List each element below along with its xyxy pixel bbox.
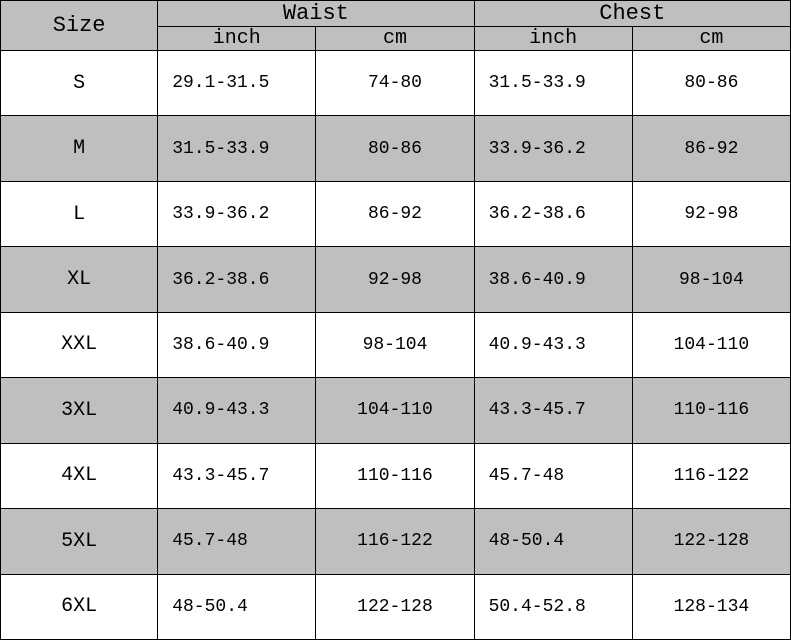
size-chart-container: Size Waist Chest inch cm inch cm S 29.1-… xyxy=(0,0,791,640)
cell-waist-cm: 86-92 xyxy=(316,181,474,246)
cell-chest-inch: 38.6-40.9 xyxy=(474,247,632,312)
cell-waist-inch: 38.6-40.9 xyxy=(158,312,316,377)
cell-chest-inch: 50.4-52.8 xyxy=(474,574,632,640)
header-waist-inch: inch xyxy=(158,27,316,51)
cell-chest-cm: 104-110 xyxy=(632,312,790,377)
header-size: Size xyxy=(1,1,158,51)
cell-chest-cm: 98-104 xyxy=(632,247,790,312)
cell-waist-cm: 74-80 xyxy=(316,51,474,116)
cell-waist-cm: 122-128 xyxy=(316,574,474,640)
size-chart-body: S 29.1-31.5 74-80 31.5-33.9 80-86 M 31.5… xyxy=(1,51,791,640)
cell-waist-cm: 104-110 xyxy=(316,378,474,443)
header-waist-cm: cm xyxy=(316,27,474,51)
cell-size: XL xyxy=(1,247,158,312)
cell-waist-inch: 40.9-43.3 xyxy=(158,378,316,443)
cell-chest-inch: 33.9-36.2 xyxy=(474,116,632,181)
cell-size: XXL xyxy=(1,312,158,377)
table-row: S 29.1-31.5 74-80 31.5-33.9 80-86 xyxy=(1,51,791,116)
header-chest: Chest xyxy=(474,1,790,27)
cell-waist-cm: 110-116 xyxy=(316,443,474,508)
cell-waist-inch: 43.3-45.7 xyxy=(158,443,316,508)
table-row: 4XL 43.3-45.7 110-116 45.7-48 116-122 xyxy=(1,443,791,508)
cell-size: 6XL xyxy=(1,574,158,640)
cell-size: 4XL xyxy=(1,443,158,508)
cell-chest-cm: 92-98 xyxy=(632,181,790,246)
cell-chest-inch: 36.2-38.6 xyxy=(474,181,632,246)
cell-chest-inch: 48-50.4 xyxy=(474,509,632,574)
cell-waist-inch: 45.7-48 xyxy=(158,509,316,574)
cell-chest-cm: 80-86 xyxy=(632,51,790,116)
table-row: 6XL 48-50.4 122-128 50.4-52.8 128-134 xyxy=(1,574,791,640)
cell-chest-inch: 40.9-43.3 xyxy=(474,312,632,377)
cell-size: S xyxy=(1,51,158,116)
cell-chest-cm: 122-128 xyxy=(632,509,790,574)
cell-waist-cm: 80-86 xyxy=(316,116,474,181)
header-waist: Waist xyxy=(158,1,474,27)
cell-waist-inch: 29.1-31.5 xyxy=(158,51,316,116)
header-chest-cm: cm xyxy=(632,27,790,51)
cell-size: 3XL xyxy=(1,378,158,443)
cell-chest-inch: 43.3-45.7 xyxy=(474,378,632,443)
table-row: L 33.9-36.2 86-92 36.2-38.6 92-98 xyxy=(1,181,791,246)
cell-waist-inch: 48-50.4 xyxy=(158,574,316,640)
cell-waist-cm: 116-122 xyxy=(316,509,474,574)
table-row: M 31.5-33.9 80-86 33.9-36.2 86-92 xyxy=(1,116,791,181)
size-chart-table: Size Waist Chest inch cm inch cm S 29.1-… xyxy=(0,0,791,640)
cell-chest-cm: 116-122 xyxy=(632,443,790,508)
cell-chest-inch: 45.7-48 xyxy=(474,443,632,508)
cell-size: M xyxy=(1,116,158,181)
cell-chest-cm: 128-134 xyxy=(632,574,790,640)
cell-waist-cm: 98-104 xyxy=(316,312,474,377)
cell-waist-inch: 31.5-33.9 xyxy=(158,116,316,181)
cell-chest-cm: 110-116 xyxy=(632,378,790,443)
cell-size: L xyxy=(1,181,158,246)
cell-waist-cm: 92-98 xyxy=(316,247,474,312)
table-row: 5XL 45.7-48 116-122 48-50.4 122-128 xyxy=(1,509,791,574)
table-row: 3XL 40.9-43.3 104-110 43.3-45.7 110-116 xyxy=(1,378,791,443)
cell-chest-inch: 31.5-33.9 xyxy=(474,51,632,116)
cell-waist-inch: 36.2-38.6 xyxy=(158,247,316,312)
cell-waist-inch: 33.9-36.2 xyxy=(158,181,316,246)
header-chest-inch: inch xyxy=(474,27,632,51)
cell-size: 5XL xyxy=(1,509,158,574)
table-row: XXL 38.6-40.9 98-104 40.9-43.3 104-110 xyxy=(1,312,791,377)
table-row: XL 36.2-38.6 92-98 38.6-40.9 98-104 xyxy=(1,247,791,312)
header-row-1: Size Waist Chest xyxy=(1,1,791,27)
cell-chest-cm: 86-92 xyxy=(632,116,790,181)
